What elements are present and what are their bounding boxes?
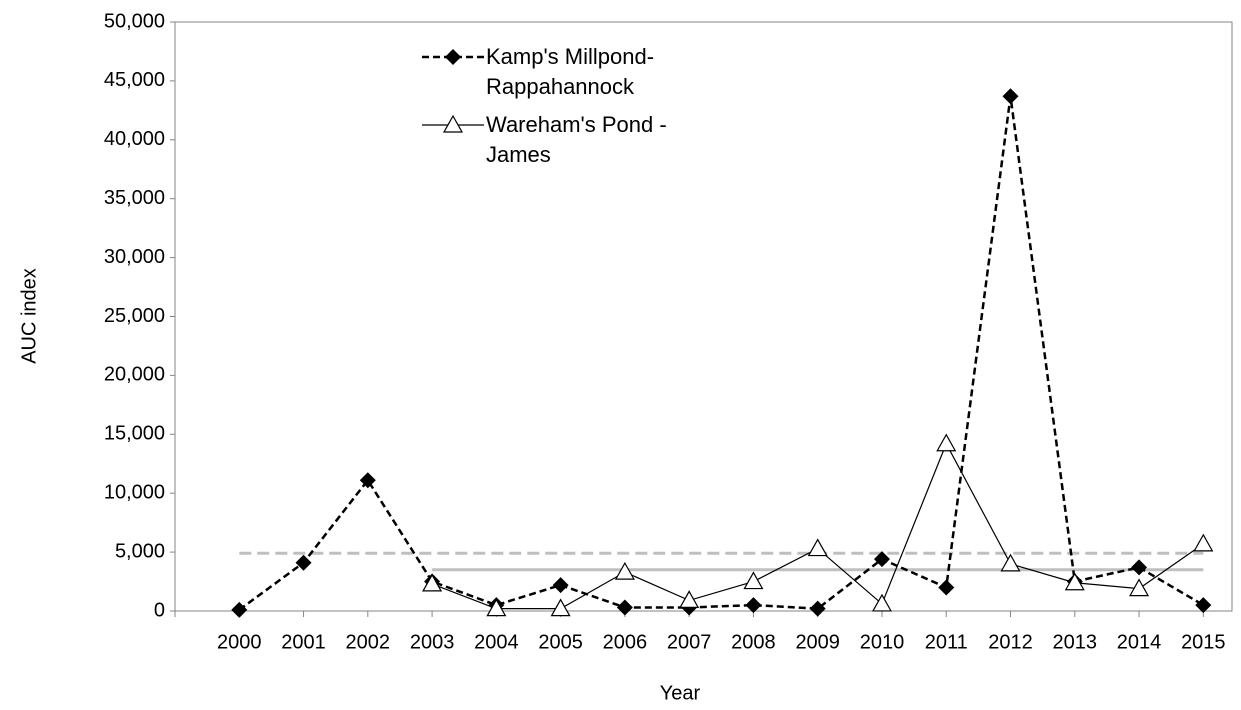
x-tick-label: 2013 <box>1053 631 1098 653</box>
series-line <box>431 442 1204 610</box>
y-axis-title: AUC index <box>18 268 40 364</box>
y-tick-label: 20,000 <box>104 364 165 386</box>
data-point <box>552 577 569 594</box>
x-tick-label: 2003 <box>410 631 455 653</box>
data-point <box>745 597 762 614</box>
y-tick-label: 5,000 <box>115 540 165 562</box>
data-point <box>936 433 957 452</box>
data-point <box>873 551 890 568</box>
x-tick-label: 2000 <box>217 631 262 653</box>
data-point <box>679 590 700 608</box>
legend-label: Kamp's Millpond-Rappahannock <box>486 44 655 99</box>
y-tick-label: 35,000 <box>104 187 165 209</box>
legend-icon <box>422 49 484 65</box>
data-point <box>1131 559 1148 576</box>
data-point <box>614 561 635 580</box>
x-tick-label: 2009 <box>795 631 840 653</box>
y-tick-label: 30,000 <box>104 246 165 268</box>
x-tick-label: 2008 <box>731 631 776 653</box>
plot-frame <box>174 21 1233 612</box>
x-tick-label: 2006 <box>603 631 648 653</box>
y-tick-label: 25,000 <box>104 305 165 327</box>
data-point <box>295 554 312 571</box>
y-tick-label: 10,000 <box>104 481 165 503</box>
y-tick-label: 15,000 <box>104 423 165 445</box>
data-point <box>871 593 892 612</box>
data-point <box>616 599 633 616</box>
x-tick-label: 2015 <box>1181 631 1226 653</box>
data-point <box>486 598 507 617</box>
data-point <box>1129 578 1150 597</box>
data-point <box>550 598 571 617</box>
data-point <box>809 600 826 617</box>
y-tick-label: 0 <box>154 599 165 621</box>
y-tick-label: 50,000 <box>104 10 165 32</box>
data-point <box>807 538 828 557</box>
x-tick-label: 2012 <box>988 631 1033 653</box>
data-point <box>743 571 764 590</box>
legend-label: Wareham's Pond - James <box>486 112 667 167</box>
x-tick-label: 2005 <box>538 631 583 653</box>
legend-icon <box>422 114 484 133</box>
y-tick-label: 45,000 <box>104 69 165 91</box>
data-point <box>359 472 376 489</box>
data-point <box>1064 572 1085 591</box>
legend-item: Wareham's Pond - James <box>420 110 691 170</box>
data-point <box>1002 88 1019 105</box>
data-point <box>1195 597 1212 614</box>
legend-marker <box>442 114 464 133</box>
data-point <box>1193 533 1214 552</box>
series-line <box>238 96 1204 611</box>
x-axis-title: Year <box>660 682 701 704</box>
x-tick-label: 2007 <box>667 631 712 653</box>
x-tick-label: 2011 <box>925 631 968 653</box>
x-tick-label: 2010 <box>860 631 905 653</box>
x-tick-label: 2004 <box>474 631 519 653</box>
x-tick-label: 2001 <box>281 631 326 653</box>
data-point <box>1000 553 1021 572</box>
legend-marker <box>445 49 461 65</box>
data-point <box>231 601 248 618</box>
x-tick-label: 2002 <box>346 631 391 653</box>
data-point <box>938 579 955 596</box>
legend: Kamp's Millpond-Rappahannock Wareham's Po… <box>420 42 691 178</box>
x-tick-label: 2014 <box>1117 631 1162 653</box>
legend-item: Kamp's Millpond-Rappahannock <box>420 42 691 102</box>
y-tick-label: 40,000 <box>104 128 165 150</box>
data-point <box>422 573 443 592</box>
